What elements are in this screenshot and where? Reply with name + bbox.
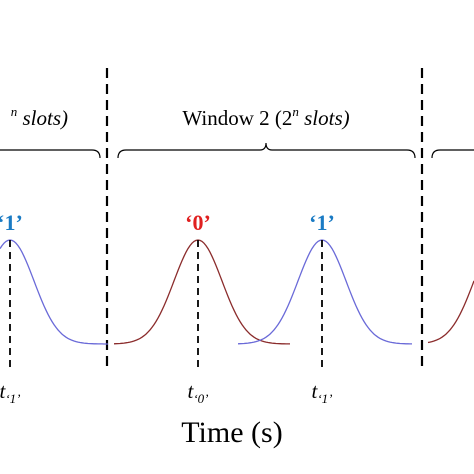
- pulse-curve: [237, 239, 412, 345]
- brace: [431, 149, 474, 159]
- time-sub: ‘0’: [193, 391, 208, 406]
- pulse-curve: [427, 280, 474, 344]
- x-axis-label: Time (s): [181, 416, 282, 449]
- brace: [117, 142, 416, 159]
- time-base: t: [0, 379, 6, 403]
- time-base: t: [311, 379, 318, 403]
- window-label: n slots): [11, 104, 68, 130]
- time-label: t‘1’: [0, 379, 21, 406]
- time-sub: ‘1’: [5, 391, 20, 406]
- time-base: t: [187, 379, 194, 403]
- window-label: Window 2 (2n slots): [182, 104, 349, 130]
- time-label: t‘0’: [187, 379, 208, 406]
- pulse-curve: [0, 239, 108, 345]
- brace: [0, 149, 101, 159]
- pulse-curve: [113, 239, 290, 345]
- time-sub: ‘1’: [317, 391, 332, 406]
- time-label: t‘1’: [311, 379, 332, 406]
- bit-label: ‘0’: [185, 210, 211, 235]
- bit-label: ‘1’: [309, 210, 335, 235]
- bit-label: ‘1’: [0, 210, 23, 235]
